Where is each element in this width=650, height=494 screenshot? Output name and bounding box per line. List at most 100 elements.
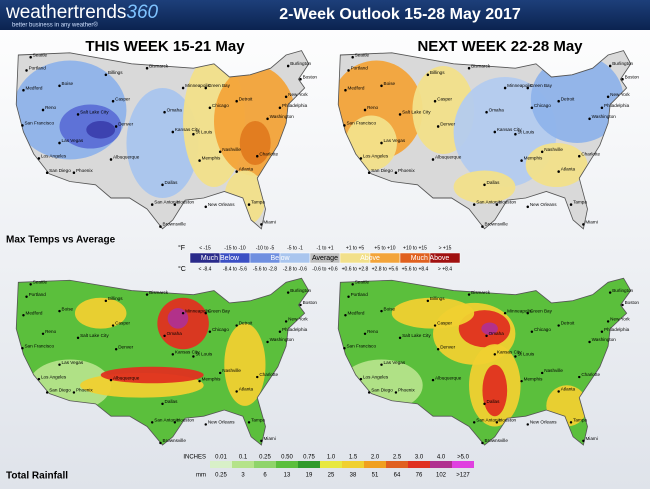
city-label: Green Bay bbox=[530, 83, 553, 89]
city-dot bbox=[426, 299, 430, 303]
city-label: Burlington bbox=[290, 288, 311, 293]
city-label: Casper bbox=[115, 96, 130, 102]
city-label: New Orleans bbox=[208, 202, 235, 208]
city-label: Houston bbox=[499, 200, 517, 206]
city-label: Casper bbox=[437, 321, 452, 326]
city-label: Boise bbox=[384, 81, 396, 87]
legend-label: -1 to +1 bbox=[316, 245, 333, 251]
city-label: Kansas City bbox=[497, 350, 522, 355]
city-label: San Francisco bbox=[24, 120, 54, 126]
city-label: Dallas bbox=[487, 180, 500, 186]
city-dot bbox=[29, 283, 32, 286]
city-label: Denver bbox=[118, 344, 133, 349]
legend-swatch bbox=[430, 461, 452, 468]
region bbox=[481, 322, 498, 335]
region bbox=[224, 323, 266, 406]
legend-label: 3 bbox=[241, 473, 245, 479]
legend-label: -5.6 to -2.8 bbox=[253, 266, 277, 272]
city-label: Kansas City bbox=[175, 350, 200, 355]
city-dot bbox=[181, 86, 185, 90]
us-border bbox=[337, 50, 632, 230]
city-label: Denver bbox=[118, 121, 133, 127]
city-label: Omaha bbox=[167, 107, 182, 113]
legend-label: 2.5 bbox=[393, 455, 402, 461]
legend-class: Much Below bbox=[201, 255, 240, 262]
city-label: Chicago bbox=[534, 327, 551, 332]
city-dot bbox=[606, 95, 610, 99]
city-label: Albuquerque bbox=[113, 375, 140, 380]
city-label: Burlington bbox=[612, 288, 633, 293]
city-dot bbox=[398, 113, 402, 116]
city-dot bbox=[578, 154, 581, 158]
city-label: Denver bbox=[440, 121, 455, 127]
legend-label: 1.5 bbox=[349, 455, 358, 461]
city-dot bbox=[394, 171, 398, 175]
city-dot bbox=[204, 86, 207, 90]
city-label: Washington bbox=[270, 114, 295, 120]
city-label: Bismarck bbox=[471, 63, 491, 69]
city-label: Chicago bbox=[534, 103, 551, 109]
city-label: Albuquerque bbox=[435, 375, 462, 380]
city-dot bbox=[45, 391, 49, 394]
city-label: Los Angeles bbox=[363, 153, 389, 159]
region bbox=[86, 121, 116, 139]
city-dot bbox=[58, 363, 61, 366]
city-dot bbox=[247, 203, 251, 206]
city-label: Billings bbox=[430, 296, 445, 301]
city-dot bbox=[578, 375, 581, 379]
city-label: New York bbox=[288, 92, 308, 98]
city-dot bbox=[526, 311, 529, 315]
region bbox=[126, 88, 199, 198]
city-dot bbox=[526, 423, 529, 426]
city-dot bbox=[266, 117, 269, 121]
city-dot bbox=[299, 303, 302, 307]
legend-swatch bbox=[298, 461, 320, 468]
city-dot bbox=[173, 421, 177, 424]
city-label: Memphis bbox=[202, 376, 221, 381]
city-dot bbox=[114, 348, 118, 351]
city-dot bbox=[359, 157, 363, 160]
city-label: San Diego bbox=[371, 168, 393, 174]
map-fill bbox=[16, 50, 309, 229]
us-border bbox=[15, 277, 310, 446]
city-dot bbox=[606, 320, 610, 323]
city-dot bbox=[557, 390, 560, 393]
legend-label: < -8.4 bbox=[199, 266, 212, 272]
city-dot bbox=[380, 141, 383, 145]
city-label: Brownsville bbox=[163, 222, 187, 228]
city-dot bbox=[433, 324, 437, 327]
city-label: Salt Lake City bbox=[402, 333, 431, 338]
city-label: San Diego bbox=[49, 168, 71, 174]
city-dot bbox=[495, 421, 499, 424]
region bbox=[391, 297, 475, 329]
city-dot bbox=[359, 377, 363, 381]
city-dot bbox=[208, 106, 212, 110]
city-label: Miami bbox=[263, 219, 275, 225]
city-label: Minneapolis bbox=[507, 83, 532, 89]
city-label: New Orleans bbox=[530, 420, 557, 425]
city-dot bbox=[557, 99, 560, 103]
city-dot bbox=[58, 84, 61, 88]
city-label: Detroit bbox=[239, 96, 253, 102]
unit-label: °F bbox=[178, 244, 185, 252]
legend-label: > +8.4 bbox=[438, 266, 452, 272]
legend-swatch bbox=[452, 461, 474, 468]
legend-label: -8.4 to -5.6 bbox=[223, 266, 247, 272]
city-dot bbox=[247, 421, 251, 424]
city-label: Burlington bbox=[290, 61, 311, 67]
city-dot bbox=[344, 88, 347, 92]
city-label: Las Vegas bbox=[384, 360, 406, 365]
city-label: Billings bbox=[430, 70, 445, 76]
us-border bbox=[337, 277, 632, 446]
city-dot bbox=[608, 291, 612, 294]
city-dot bbox=[76, 113, 80, 116]
legend-swatch bbox=[276, 461, 298, 468]
city-label: New York bbox=[288, 317, 308, 322]
city-dot bbox=[600, 106, 604, 110]
city-dot bbox=[588, 340, 591, 344]
city-dot bbox=[540, 150, 544, 154]
city-dot bbox=[145, 66, 149, 70]
city-dot bbox=[520, 159, 523, 162]
unit-label: °C bbox=[178, 265, 186, 273]
